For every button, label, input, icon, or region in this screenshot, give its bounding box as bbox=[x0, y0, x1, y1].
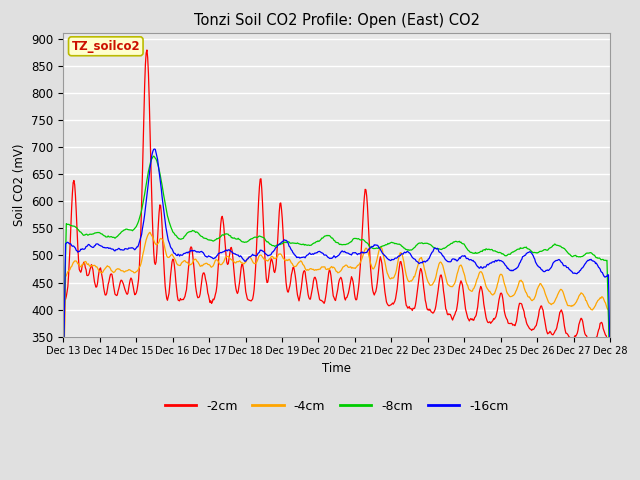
X-axis label: Time: Time bbox=[322, 362, 351, 375]
Y-axis label: Soil CO2 (mV): Soil CO2 (mV) bbox=[13, 144, 26, 226]
Title: Tonzi Soil CO2 Profile: Open (East) CO2: Tonzi Soil CO2 Profile: Open (East) CO2 bbox=[194, 13, 479, 28]
Legend: -2cm, -4cm, -8cm, -16cm: -2cm, -4cm, -8cm, -16cm bbox=[159, 395, 514, 418]
Text: TZ_soilco2: TZ_soilco2 bbox=[72, 40, 140, 53]
